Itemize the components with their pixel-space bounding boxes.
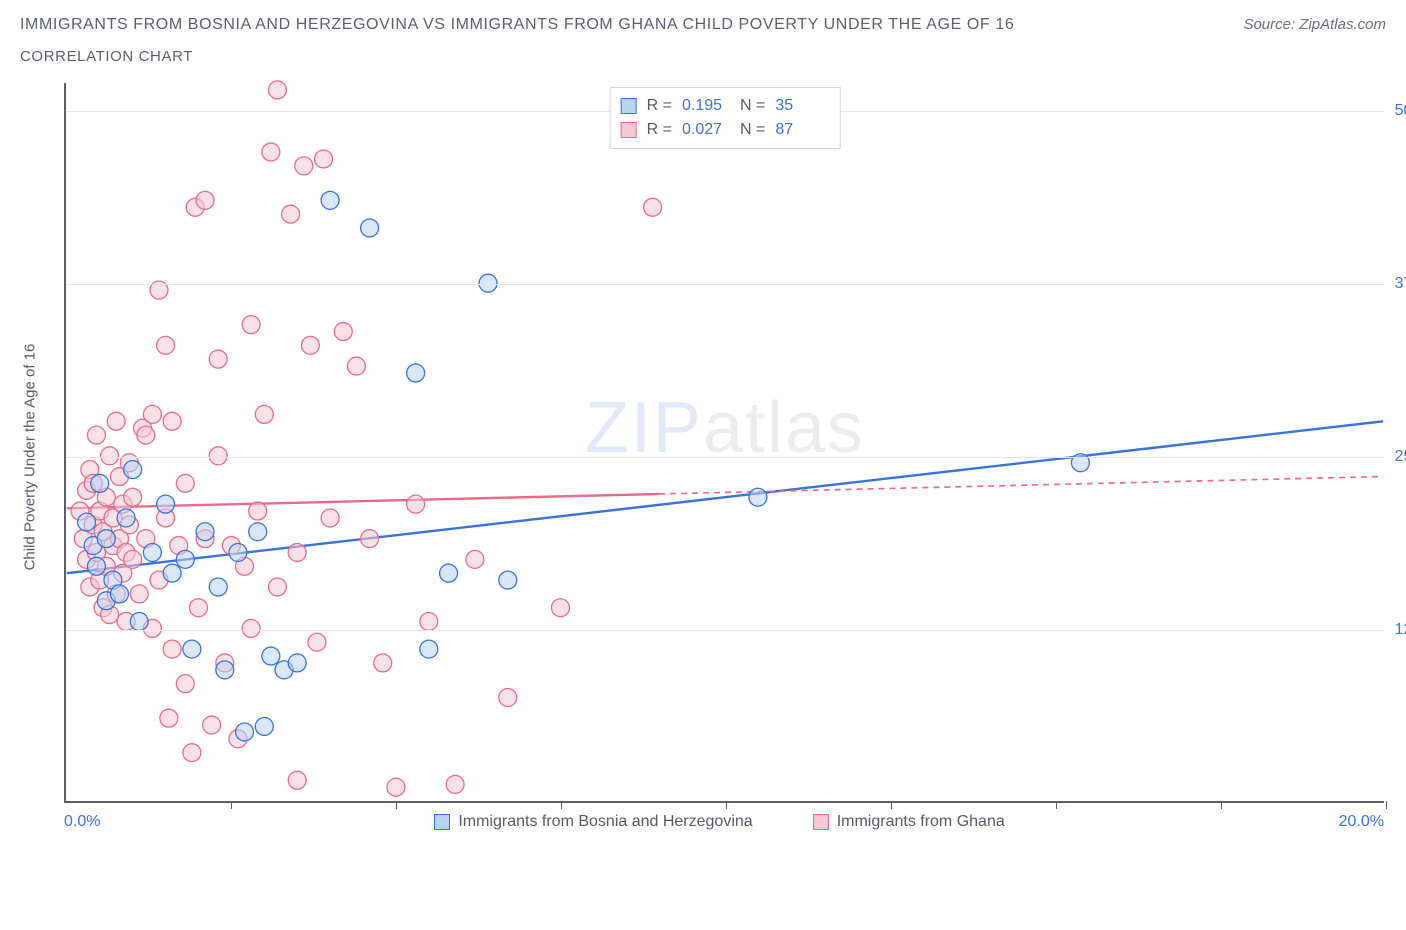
legend-item-bosnia: Immigrants from Bosnia and Herzegovina xyxy=(434,813,752,831)
swatch-ghana-icon xyxy=(813,814,829,830)
legend-label-bosnia: Immigrants from Bosnia and Herzegovina xyxy=(458,813,752,831)
chart-title: IMMIGRANTS FROM BOSNIA AND HERZEGOVINA V… xyxy=(20,16,1014,34)
swatch-ghana xyxy=(621,122,637,138)
stats-row-bosnia: R = 0.195 N = 35 xyxy=(621,94,824,118)
chart-subtitle: CORRELATION CHART xyxy=(20,48,1386,65)
swatch-bosnia xyxy=(621,98,637,114)
y-tick-label: 25.0% xyxy=(1395,448,1406,466)
y-tick-label: 37.5% xyxy=(1395,275,1406,293)
scatter-plot: ZIPatlas R = 0.195 N = 35 R = 0.027 N = … xyxy=(64,83,1384,803)
x-axis-min: 0.0% xyxy=(64,813,100,831)
y-tick-label: 50.0% xyxy=(1395,102,1406,120)
legend-item-ghana: Immigrants from Ghana xyxy=(813,813,1005,831)
y-tick-label: 12.5% xyxy=(1395,621,1406,639)
legend-label-ghana: Immigrants from Ghana xyxy=(837,813,1005,831)
source-attribution: Source: ZipAtlas.com xyxy=(1243,16,1386,33)
scatter-points xyxy=(66,83,1384,801)
stats-row-ghana: R = 0.027 N = 87 xyxy=(621,118,824,142)
y-axis-label: Child Poverty Under the Age of 16 xyxy=(22,344,39,571)
swatch-bosnia-icon xyxy=(434,814,450,830)
correlation-stats-box: R = 0.195 N = 35 R = 0.027 N = 87 xyxy=(610,87,841,149)
x-axis-max: 20.0% xyxy=(1339,813,1384,831)
